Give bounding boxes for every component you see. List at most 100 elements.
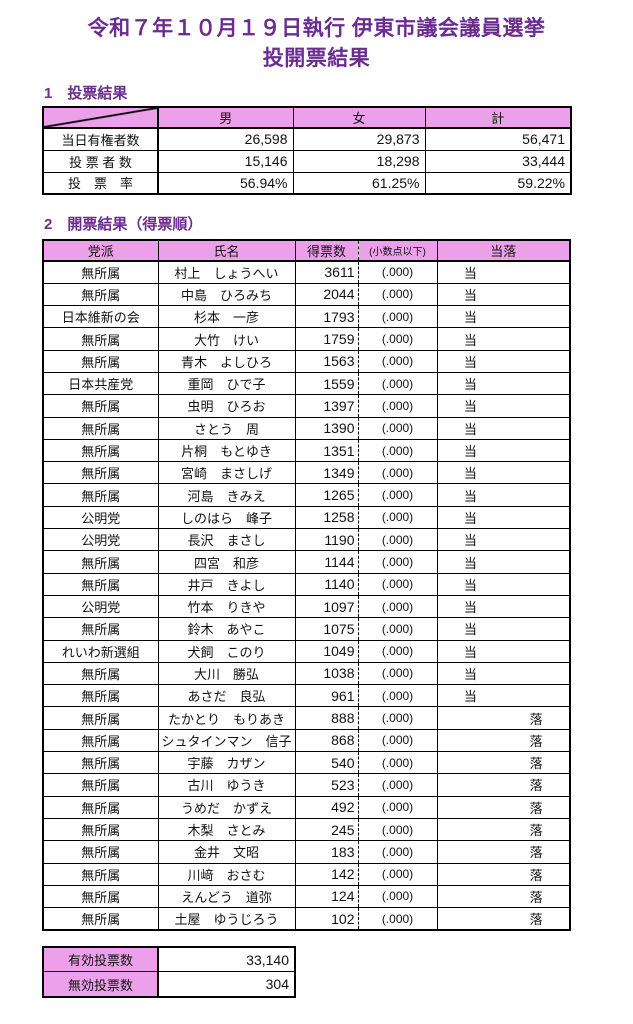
turnout-female-value: 61.25% <box>292 171 426 195</box>
candidate-result-win: 当 <box>463 510 477 526</box>
turnout-total-value: 33,444 <box>424 149 572 173</box>
candidate-result-lose <box>503 463 569 482</box>
candidate-result-lose <box>503 686 569 705</box>
candidate-party: 無所属 <box>42 817 159 842</box>
ballot-summary-table: 有効投票数 33,140 無効投票数 304 <box>42 945 296 998</box>
turnout-col-male: 男 <box>157 106 294 129</box>
candidate-name: 村上 しょうへい <box>157 260 296 284</box>
turnout-total-value: 59.22% <box>424 171 572 195</box>
candidate-result-lose <box>503 285 569 304</box>
summary-row-value: 304 <box>157 971 296 998</box>
candidate-result-win: 当 <box>463 555 477 571</box>
candidate-result-win: 当 <box>463 600 477 616</box>
candidate-fraction: (.000) <box>357 594 438 619</box>
candidate-party: 無所属 <box>42 840 159 864</box>
candidate-result-win: 当 <box>463 377 477 393</box>
results-row: 公明党 しのはら 峰子 1258 (.000) 当 <box>42 505 571 530</box>
candidate-result-cell: 当 <box>436 505 571 530</box>
candidate-name: えんどう 道弥 <box>157 884 296 909</box>
results-row: 日本維新の会 杉本 一彦 1793 (.000) 当 <box>42 305 571 329</box>
turnout-col-female: 女 <box>292 106 426 129</box>
candidate-votes: 1258 <box>294 505 359 530</box>
candidate-fraction: (.000) <box>357 528 438 552</box>
results-row: 無所属 シュタインマン 信子 868 (.000) 落 <box>42 728 571 753</box>
candidate-party: 無所属 <box>42 773 159 797</box>
candidate-result-lose <box>503 396 569 415</box>
candidate-result-lose <box>503 597 569 616</box>
candidate-result-lose <box>503 307 569 326</box>
turnout-row: 投 票 者 数 15,146 18,298 33,444 <box>42 149 572 173</box>
candidate-party: れいわ新選組 <box>42 639 159 663</box>
candidate-name: あさだ 良弘 <box>157 684 296 708</box>
candidate-result-cell: 当 <box>436 438 571 463</box>
candidate-votes: 1049 <box>294 639 359 663</box>
candidate-party: 無所属 <box>42 260 159 284</box>
results-row: 無所属 宮崎 まさしげ 1349 (.000) 当 <box>42 461 571 485</box>
candidate-result-cell: 当 <box>436 661 571 686</box>
results-row: 公明党 竹本 りきや 1097 (.000) 当 <box>42 594 571 619</box>
candidate-votes: 1351 <box>294 438 359 463</box>
candidate-result-win: 当 <box>463 488 477 504</box>
candidate-result-lose <box>503 352 569 371</box>
candidate-result-win <box>438 842 503 861</box>
candidate-result-lose <box>503 575 569 594</box>
candidate-result-lose: 落 <box>529 867 543 883</box>
candidate-name: 竹本 りきや <box>157 594 296 619</box>
candidate-result-win: 当 <box>463 577 477 593</box>
candidate-votes: 1559 <box>294 371 359 396</box>
candidate-fraction: (.000) <box>357 639 438 663</box>
section-heading-turnout: 1 投票結果 <box>44 85 128 102</box>
candidate-votes: 1075 <box>294 617 359 641</box>
candidate-result-win <box>438 909 503 928</box>
candidate-name: 宇藤 カザン <box>157 751 296 775</box>
candidate-votes: 183 <box>294 840 359 864</box>
candidate-fraction: (.000) <box>357 706 438 730</box>
candidate-result-lose: 落 <box>529 711 543 727</box>
candidate-result-cell: 当 <box>436 349 571 373</box>
candidate-result-win: 当 <box>463 287 477 303</box>
candidate-result-lose <box>503 330 569 349</box>
candidate-votes: 1140 <box>294 572 359 596</box>
candidate-fraction: (.000) <box>357 260 438 284</box>
candidate-result-win: 当 <box>463 689 477 705</box>
candidate-result-lose <box>503 508 569 527</box>
candidate-result-lose <box>503 553 569 572</box>
candidate-votes: 1390 <box>294 416 359 440</box>
candidate-result-lose: 落 <box>529 733 543 749</box>
candidate-fraction: (.000) <box>357 416 438 440</box>
results-row: 無所属 川﨑 おさむ 142 (.000) 落 <box>42 862 571 886</box>
candidate-party: 公明党 <box>42 505 159 530</box>
results-col-result: 当落 <box>436 239 571 262</box>
candidate-party: 公明党 <box>42 528 159 552</box>
candidate-result-cell: 落 <box>436 728 571 753</box>
candidate-result-cell: 落 <box>436 884 571 909</box>
candidate-name: 木梨 さとみ <box>157 817 296 842</box>
candidate-name: 鈴木 あやこ <box>157 617 296 641</box>
candidate-result-lose <box>503 263 569 282</box>
results-col-name: 氏名 <box>157 239 296 262</box>
candidate-name: 四宮 和彦 <box>157 550 296 574</box>
results-row: 無所属 村上 しょうへい 3611 (.000) 当 <box>42 260 571 284</box>
candidate-name: 虫明 ひろお <box>157 394 296 418</box>
candidate-votes: 2044 <box>294 282 359 307</box>
candidate-fraction: (.000) <box>357 884 438 909</box>
candidate-result-cell: 当 <box>436 550 571 574</box>
candidate-result-cell: 当 <box>436 327 571 351</box>
candidate-result-win <box>438 865 503 884</box>
candidate-name: さとう 周 <box>157 416 296 440</box>
turnout-female-value: 18,298 <box>292 149 426 173</box>
turnout-row-label: 当日有権者数 <box>42 127 159 151</box>
turnout-row: 投 票 率 56.94% 61.25% 59.22% <box>42 171 572 195</box>
candidate-fraction: (.000) <box>357 483 438 507</box>
candidate-result-cell: 落 <box>436 907 571 931</box>
results-row: 無所属 虫明 ひろお 1397 (.000) 当 <box>42 394 571 418</box>
candidate-votes: 523 <box>294 773 359 797</box>
candidate-fraction: (.000) <box>357 327 438 351</box>
candidate-votes: 1097 <box>294 594 359 619</box>
candidate-result-cell: 当 <box>436 572 571 596</box>
candidate-result-lose <box>503 642 569 661</box>
candidate-party: 無所属 <box>42 884 159 909</box>
candidate-fraction: (.000) <box>357 661 438 686</box>
candidate-fraction: (.000) <box>357 617 438 641</box>
section-heading-results: 2 開票結果（得票順） <box>44 216 203 233</box>
